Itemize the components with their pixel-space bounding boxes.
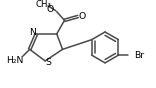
Text: CH₃: CH₃ [35,0,51,9]
Text: O: O [78,12,85,21]
Text: Br: Br [134,51,144,60]
Text: H₂N: H₂N [7,56,24,65]
Text: O: O [47,5,54,14]
Text: N: N [29,28,36,37]
Text: S: S [45,58,51,67]
